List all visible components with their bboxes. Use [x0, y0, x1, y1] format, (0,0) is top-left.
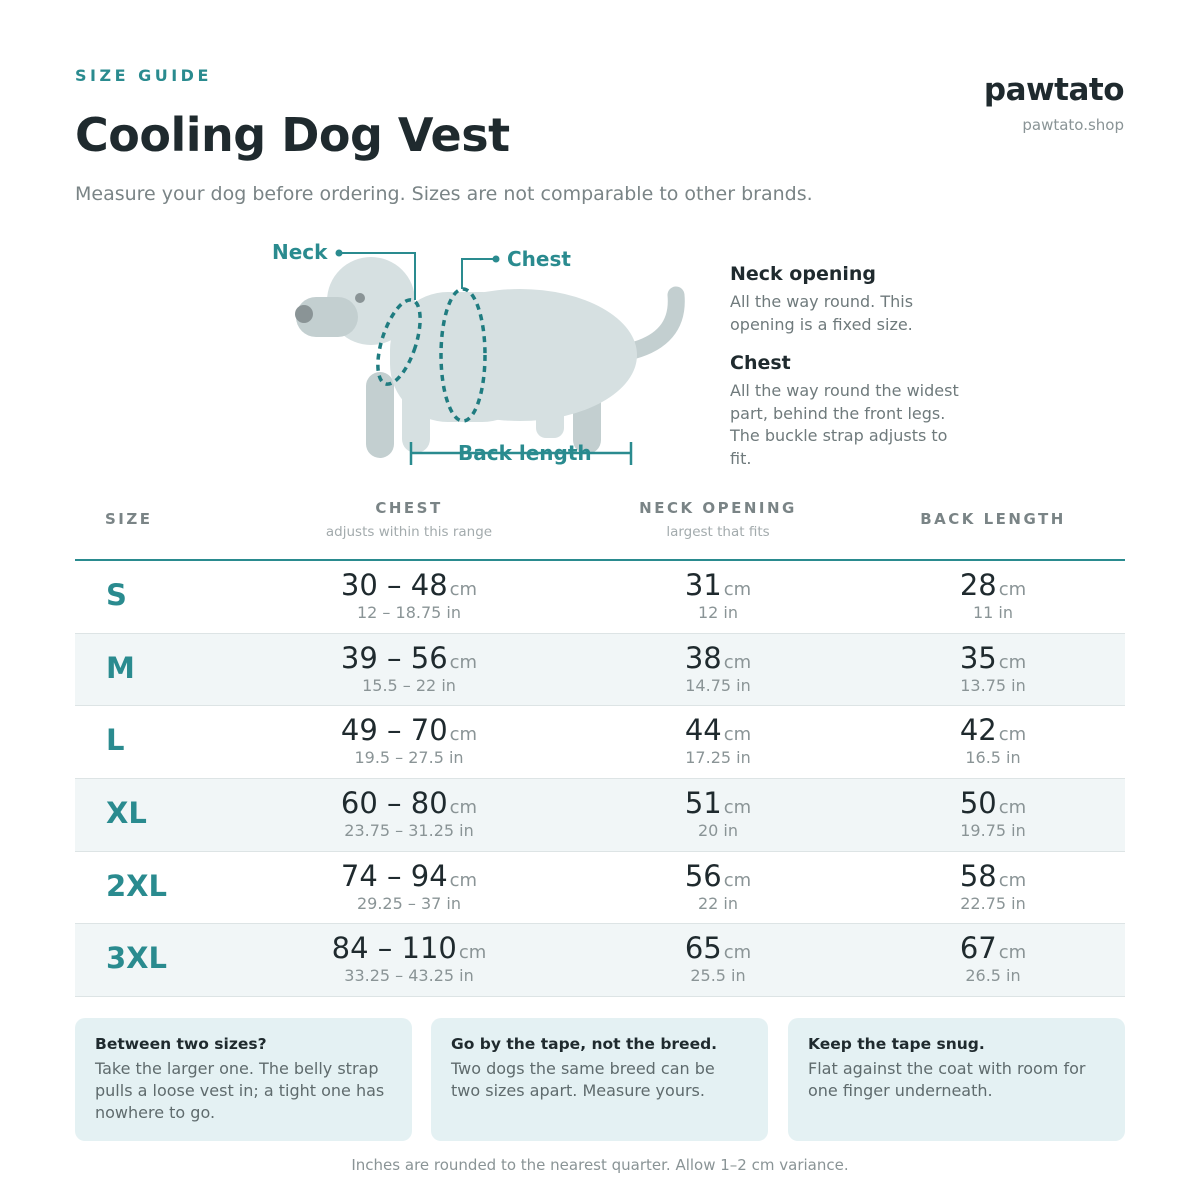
chest-measure-ring: [439, 287, 487, 423]
chest-definition: Chest All the way round the widest part,…: [730, 352, 960, 470]
size-table-body: S 30 – 48 cm 12 – 18.75 in 31 cm 12 in 28 cm 1…: [75, 561, 1125, 998]
chest-cell: 39 – 56 cm 15.5 – 22 in: [340, 640, 478, 695]
neck-definition-text: All the way round. This opening is a fix…: [730, 292, 914, 334]
neck-cell: 51 cm 20 in: [684, 786, 752, 841]
page-title: Cooling Dog Vest: [75, 108, 510, 162]
chest-cell: 30 – 48 cm 12 – 18.75 in: [340, 568, 478, 622]
subtitle: Measure your dog before ordering. Sizes …: [75, 183, 813, 205]
tip-title: Keep the tape snug.: [808, 1035, 985, 1053]
back-length-label: Back length: [458, 441, 592, 465]
brand-logo: pawtato: [983, 72, 1125, 108]
dog-eye: [355, 293, 365, 303]
size-label: S: [106, 578, 127, 612]
header-rule: [75, 559, 1125, 561]
tip-title: Go by the tape, not the breed.: [451, 1035, 718, 1053]
neck-label: Neck: [272, 240, 328, 264]
eyebrow: SIZE GUIDE: [75, 66, 212, 85]
size-label: L: [106, 723, 125, 758]
dog-body: [403, 289, 637, 421]
tip-text: Two dogs the same breed can be two sizes…: [451, 1059, 715, 1100]
chest-cell: 49 – 70 cm 19.5 – 27.5 in: [340, 713, 478, 768]
chest-label: Chest: [507, 247, 571, 271]
neck-definition: Neck opening All the way round. This ope…: [730, 263, 960, 336]
chest-definition-text: All the way round the widest part, behin…: [730, 381, 959, 468]
dog-muzzle: [296, 297, 358, 337]
dog-leg-back: [536, 380, 564, 438]
dog-leg-front-2: [402, 380, 430, 453]
back-cell: 28 cm 11 in: [959, 568, 1027, 622]
back-cell: 42 cm 16.5 in: [959, 713, 1027, 768]
dog-head: [327, 257, 415, 345]
chest-cell: 84 – 110 cm 33.25 – 43.25 in: [331, 931, 487, 986]
neck-cell: 44 cm 17.25 in: [684, 713, 752, 768]
size-label: 3XL: [106, 941, 168, 976]
footnote: Inches are rounded to the nearest quarte…: [351, 1156, 849, 1174]
table-row: M 39 – 56 cm 15.5 – 22 in 38 cm 14.75 in 35 c…: [75, 633, 1125, 707]
table-row: XL 60 – 80 cm 23.75 – 31.25 in 51 cm 20 in 5…: [75, 779, 1125, 852]
tip-text: Take the larger one. The belly strap pul…: [95, 1059, 385, 1122]
back-cell: 50 cm 19.75 in: [959, 786, 1027, 841]
brand-url: pawtato.shop: [1022, 116, 1124, 134]
table-row: 2XL 74 – 94 cm 29.25 – 37 in 56 cm 22 in 58 c…: [75, 852, 1125, 925]
table-row: 3XL 84 – 110 cm 33.25 – 43.25 in 65 cm 25.5 …: [75, 924, 1125, 998]
tip-text: Flat against the coat with room for one …: [808, 1059, 1086, 1100]
tip-card-between-sizes: Between two sizes? Take the larger one. …: [75, 1018, 412, 1141]
dog-nose: [295, 305, 313, 323]
table-row: S 30 – 48 cm 12 – 18.75 in 31 cm 12 in 28 cm 1…: [75, 561, 1125, 634]
chest-cell: 74 – 94 cm 29.25 – 37 in: [340, 858, 478, 913]
neck-cell: 38 cm 14.75 in: [684, 640, 752, 695]
size-label: XL: [106, 796, 147, 831]
tip-card-tape-snug: Keep the tape snug. Flat against the coa…: [788, 1018, 1125, 1141]
header-back-length: BACK LENGTH: [920, 510, 1066, 528]
neck-cell: 31 cm 12 in: [684, 568, 752, 622]
size-label: M: [106, 650, 135, 685]
header-neck: NECK OPENING largest that fits: [639, 499, 797, 540]
neck-cell: 56 cm 22 in: [684, 858, 752, 913]
dog-tail: [619, 286, 685, 361]
size-label: 2XL: [106, 868, 168, 903]
table-row: L 49 – 70 cm 19.5 – 27.5 in 44 cm 17.25 in 4…: [75, 706, 1125, 780]
chest-definition-title: Chest: [730, 352, 791, 374]
neck-definition-title: Neck opening: [730, 263, 877, 285]
tip-card-tape-not-breed: Go by the tape, not the breed. Two dogs …: [431, 1018, 768, 1141]
dog-leg-front: [366, 372, 394, 458]
back-cell: 35 cm 13.75 in: [959, 640, 1027, 695]
header-chest: CHEST adjusts within this range: [325, 499, 493, 540]
neck-cell: 65 cm 25.5 in: [684, 931, 752, 986]
header-size: SIZE: [105, 510, 153, 528]
tip-title: Between two sizes?: [95, 1035, 267, 1053]
chest-cell: 60 – 80 cm 23.75 – 31.25 in: [340, 786, 478, 841]
back-cell: 58 cm 22.75 in: [959, 858, 1027, 913]
neck-measure-ring: [376, 298, 422, 386]
back-cell: 67 cm 26.5 in: [959, 931, 1027, 986]
table-header: SIZE CHEST adjusts within this range NEC…: [75, 492, 1125, 559]
